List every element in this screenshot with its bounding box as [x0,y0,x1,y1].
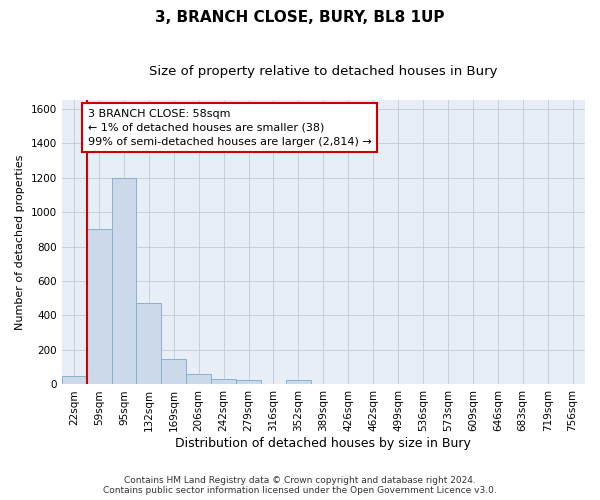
Bar [112,178,136,384]
Text: 3, BRANCH CLOSE, BURY, BL8 1UP: 3, BRANCH CLOSE, BURY, BL8 1UP [155,10,445,25]
Y-axis label: Number of detached properties: Number of detached properties [15,154,25,330]
Text: 3 BRANCH CLOSE: 58sqm
← 1% of detached houses are smaller (38)
99% of semi-detac: 3 BRANCH CLOSE: 58sqm ← 1% of detached h… [88,108,371,146]
Bar [62,376,86,384]
Bar [136,304,161,384]
Bar [86,230,112,384]
Bar [286,380,311,384]
Bar [161,358,186,384]
Text: Contains HM Land Registry data © Crown copyright and database right 2024.
Contai: Contains HM Land Registry data © Crown c… [103,476,497,495]
X-axis label: Distribution of detached houses by size in Bury: Distribution of detached houses by size … [175,437,471,450]
Bar [236,380,261,384]
Title: Size of property relative to detached houses in Bury: Size of property relative to detached ho… [149,65,497,78]
Bar [211,380,236,384]
Bar [186,374,211,384]
